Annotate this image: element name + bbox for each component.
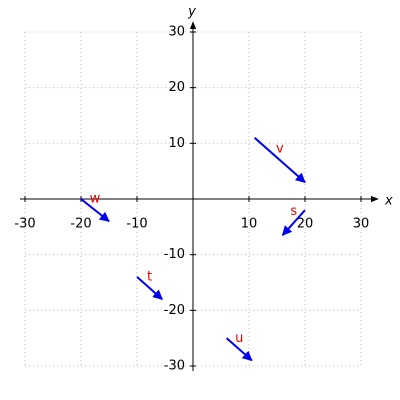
x-tick-label: 30 [353,217,370,232]
y-axis-label: y [187,5,196,20]
vector-label: u [235,331,243,346]
vector-label: w [90,192,101,207]
vector-arrow [253,137,306,184]
vector-arrow [80,198,110,223]
y-tick-label: -30 [164,359,185,374]
vector-label: t [147,270,152,285]
vector-arrow [281,209,306,236]
x-tick-label: -20 [70,217,91,232]
y-tick-label: -10 [164,247,185,262]
vector-arrow [225,337,253,362]
x-tick-label: -10 [126,217,147,232]
x-tick-label: -30 [14,217,35,232]
vector-label: v [276,142,284,157]
x-tick-label: 10 [241,217,258,232]
y-tick-label: 20 [168,80,185,95]
y-tick-label: 30 [168,25,185,40]
vector-arrow [136,276,163,300]
vector-label: s [290,204,297,219]
x-axis-label: x [384,194,393,209]
y-tick-label: 10 [168,136,185,151]
x-tick-label: 20 [297,217,314,232]
y-tick-label: -20 [164,303,185,318]
